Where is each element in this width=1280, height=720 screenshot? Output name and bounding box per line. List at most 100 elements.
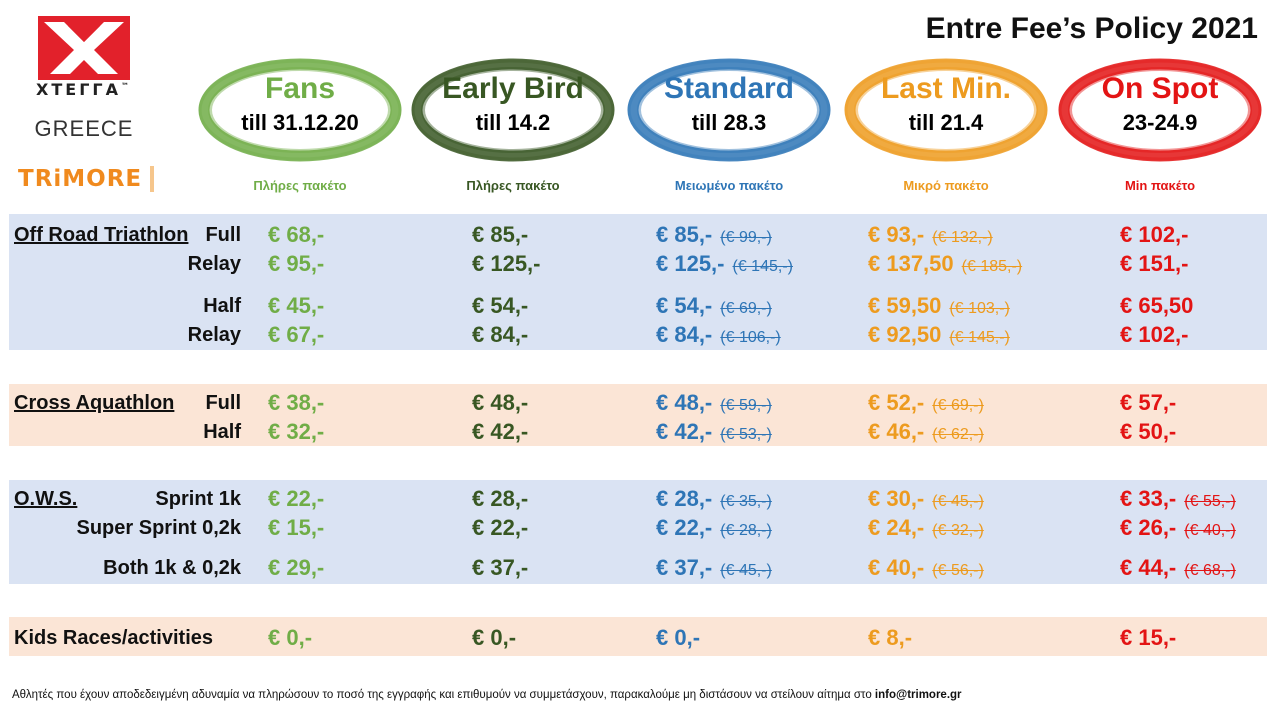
price-value: € 46,- (868, 419, 925, 444)
price-early-bird: € 54,- (472, 293, 528, 321)
off-road-row: Off Road Triathlon Full € 68,- € 85,- € 85,-… (9, 222, 1267, 250)
tier-date: till 21.4 (908, 110, 984, 135)
price-value: € 37,- (472, 555, 529, 580)
price-last-min: € 30,- (€ 45,-) (868, 486, 984, 514)
tier-on-spot: On Spot 23-24.9 (1057, 58, 1263, 162)
off-road-row: Relay € 67,- € 84,- € 84,- (€ 106,-) € 92,50 (… (9, 322, 1267, 350)
tier-ring-on-spot (1058, 58, 1262, 162)
price-value: € 48,- (472, 390, 529, 415)
price-last-min: € 92,50 (€ 145,-) (868, 322, 1010, 350)
price-on-spot: € 44,- (€ 68,-) (1120, 555, 1236, 583)
price-standard: € 125,- (€ 145,-) (656, 251, 793, 279)
price-value: € 42,- (472, 419, 529, 444)
ows-row: O.W.S. Sprint 1k € 22,- € 28,- € 28,- (€ 35,-… (9, 486, 1267, 514)
price-on-spot: € 26,- (€ 40,-) (1120, 515, 1236, 543)
old-price: (€ 106,-) (720, 329, 781, 346)
tier-last-min: Last Min. till 21.4 (843, 58, 1049, 162)
price-value: € 151,- (1120, 251, 1189, 276)
price-fans: € 22,- (268, 486, 324, 514)
tier-date: 23-24.9 (1122, 110, 1198, 135)
price-fans: € 67,- (268, 322, 324, 350)
price-last-min: € 137,50 (€ 185,-) (868, 251, 1022, 279)
aquathlon-row: Cross Aquathlon Full € 38,- € 48,- € 48,- (€ … (9, 390, 1267, 418)
old-price: (€ 145,-) (949, 329, 1010, 346)
price-value: € 22,- (268, 486, 325, 511)
price-last-min: € 8,- (868, 625, 912, 653)
tier-package-on-spot: Min πακέτο (1124, 178, 1196, 193)
price-value: € 38,- (268, 390, 325, 415)
price-value: € 44,- (1120, 555, 1177, 580)
tier-ring-standard (627, 58, 831, 162)
old-price: (€ 99,-) (720, 229, 772, 246)
price-early-bird: € 22,- (472, 515, 528, 543)
tier-date: till 28.3 (691, 110, 767, 135)
tier-package-early-bird: Πλήρες πακέτο (466, 178, 560, 193)
race-distance-label: Half (203, 421, 241, 443)
price-on-spot: € 57,- (1120, 390, 1176, 418)
off-road-band (9, 214, 1267, 350)
tier-name: Last Min. (880, 72, 1011, 105)
price-fans: € 45,- (268, 293, 324, 321)
price-standard: € 0,- (656, 625, 700, 653)
price-value: € 42,- (656, 419, 713, 444)
price-value: € 54,- (656, 293, 713, 318)
price-value: € 84,- (472, 322, 529, 347)
price-value: € 37,- (656, 555, 713, 580)
price-value: € 24,- (868, 515, 925, 540)
price-value: € 45,- (268, 293, 325, 318)
price-early-bird: € 48,- (472, 390, 528, 418)
xterra-logo-mark (38, 16, 130, 80)
tier-ring-fans (198, 58, 402, 162)
price-value: € 67,- (268, 322, 325, 347)
price-value: € 0,- (268, 625, 313, 650)
price-value: € 52,- (868, 390, 925, 415)
old-price: (€ 103,-) (949, 300, 1010, 317)
price-value: € 85,- (472, 222, 529, 247)
price-early-bird: € 85,- (472, 222, 528, 250)
price-value: € 15,- (1120, 625, 1177, 650)
price-value: € 50,- (1120, 419, 1177, 444)
old-price: (€ 32,-) (932, 522, 984, 539)
contact-email[interactable]: info@trimore.gr (874, 689, 962, 701)
old-price: (€ 185,-) (961, 258, 1023, 275)
price-fans: € 0,- (268, 625, 312, 653)
price-value: € 59,50 (868, 293, 942, 318)
old-price: (€ 40,-) (1184, 522, 1236, 539)
section-label: Off Road Triathlon (14, 224, 189, 246)
tier-date: till 14.2 (475, 110, 551, 135)
price-value: € 32,- (268, 419, 325, 444)
price-on-spot: € 33,- (€ 55,-) (1120, 486, 1236, 514)
price-standard: € 37,- (€ 45,-) (656, 555, 772, 583)
price-value: € 137,50 (868, 251, 954, 276)
price-value: € 102,- (1120, 222, 1189, 247)
ows-row: Super Sprint 0,2k € 15,- € 22,- € 22,- (€ 28… (9, 515, 1267, 543)
price-fans: € 68,- (268, 222, 324, 250)
price-last-min: € 59,50 (€ 103,-) (868, 293, 1010, 321)
price-value: € 54,- (472, 293, 529, 318)
old-price: (€ 45,-) (720, 562, 772, 579)
old-price: (€ 55,-) (1184, 493, 1236, 510)
price-value: € 33,- (1120, 486, 1177, 511)
price-value: € 102,- (1120, 322, 1189, 347)
old-price: (€ 35,-) (720, 493, 772, 510)
race-distance-label: Full (205, 392, 241, 414)
price-early-bird: € 37,- (472, 555, 528, 583)
price-value: € 28,- (656, 486, 713, 511)
old-price: (€ 59,-) (720, 397, 772, 414)
kids-band (9, 617, 1267, 656)
price-value: € 28,- (472, 486, 529, 511)
price-value: € 125,- (656, 251, 725, 276)
price-value: € 15,- (268, 515, 325, 540)
price-value: € 29,- (268, 555, 325, 580)
price-value: € 93,- (868, 222, 925, 247)
xterra-logo-text: XTEΓΓA™ (36, 80, 132, 99)
tier-early-bird: Early Bird till 14.2 (410, 58, 616, 162)
price-standard: € 48,- (€ 59,-) (656, 390, 772, 418)
price-value: € 85,- (656, 222, 713, 247)
price-value: € 57,- (1120, 390, 1177, 415)
old-price: (€ 53,-) (720, 426, 772, 443)
old-price: (€ 45,-) (932, 493, 984, 510)
price-value: € 40,- (868, 555, 925, 580)
price-fans: € 32,- (268, 419, 324, 447)
price-standard: € 22,- (€ 28,-) (656, 515, 772, 543)
